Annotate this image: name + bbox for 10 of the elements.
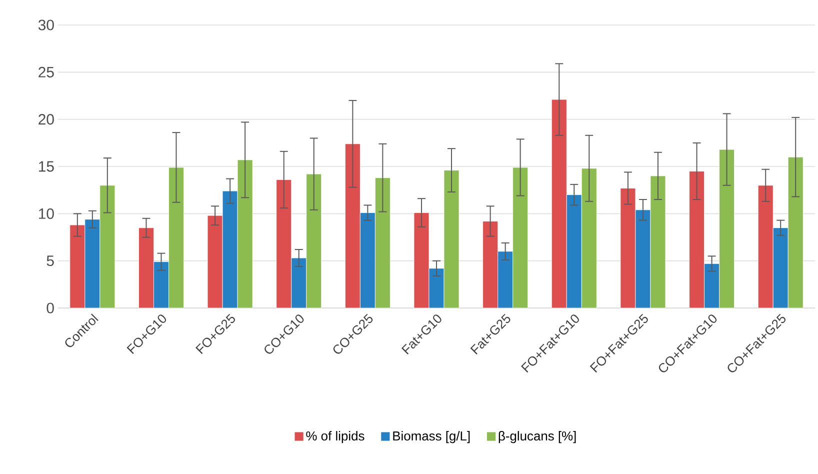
legend-label: Biomass [g/L] (393, 431, 470, 444)
y-tick-label: 5 (46, 256, 54, 266)
y-tick-label: 15 (39, 161, 54, 172)
y-tick-label: 25 (38, 66, 54, 78)
y-tick-label: 20 (38, 114, 54, 125)
legend-label: % of lipids (306, 431, 364, 444)
y-tick-label: 30 (38, 20, 54, 30)
y-tick-label: 10 (39, 208, 54, 219)
y-tick-label: 0 (46, 302, 54, 314)
legend-label: β-glucans [%] (498, 431, 576, 444)
